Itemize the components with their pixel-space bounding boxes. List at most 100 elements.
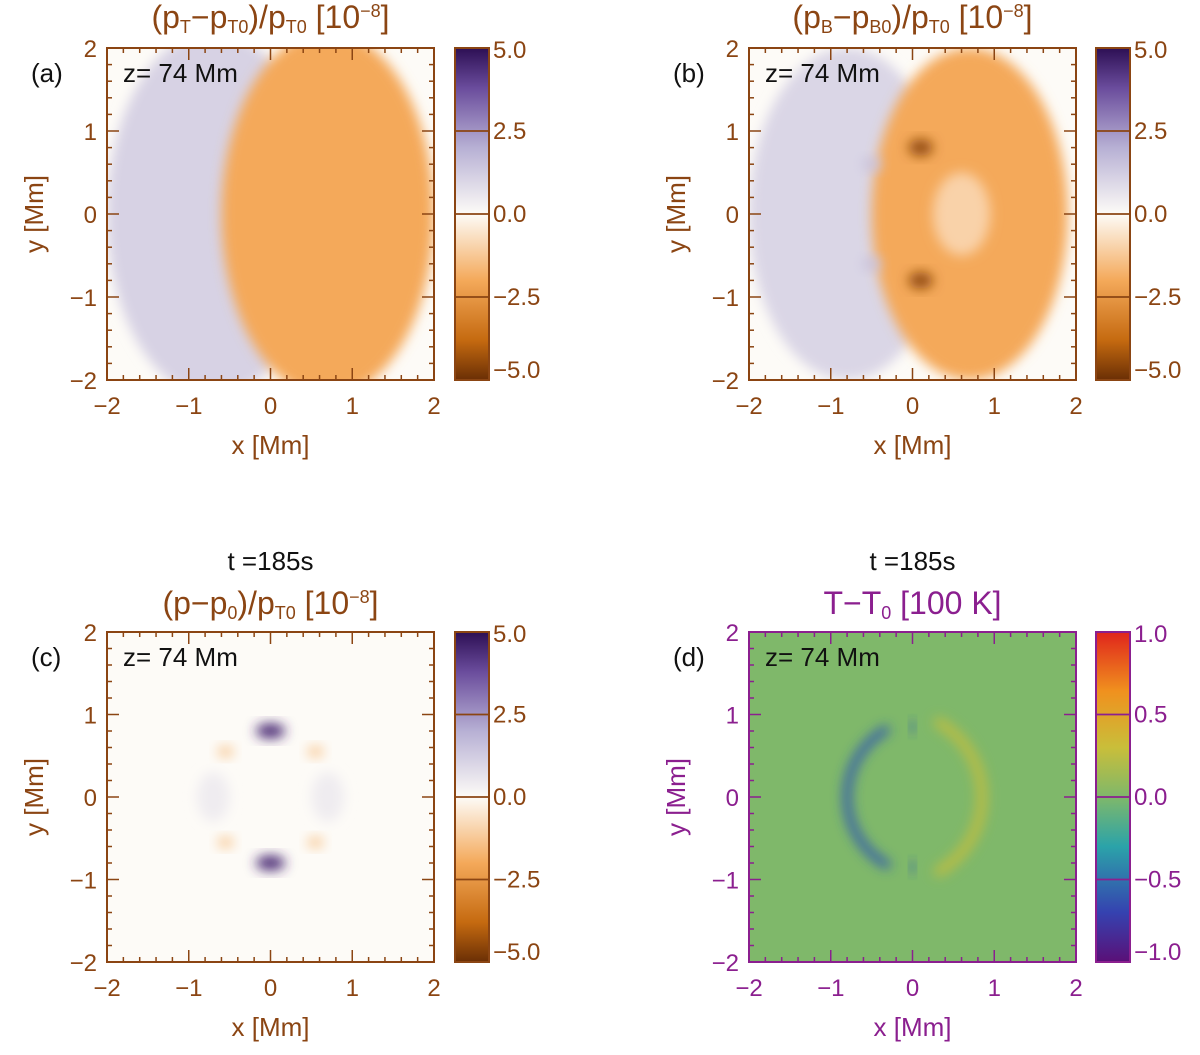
y-tick-label: −2: [712, 950, 739, 977]
y-tick-label: 2: [726, 620, 739, 647]
y-tick-label: 1: [84, 119, 97, 146]
colorbar-tick-label: −5.0: [493, 357, 540, 384]
y-tick-label: 2: [726, 36, 739, 63]
heatmap-feature: [255, 723, 286, 739]
title-segment: )/p: [237, 585, 274, 621]
title-segment: T0: [275, 603, 296, 623]
title-segment: )/p: [248, 0, 285, 35]
title-segment: ]: [370, 585, 379, 621]
panel-title: (pT−pT0)/pT0 [10−8]: [151, 0, 389, 37]
heatmap-feature: [908, 139, 933, 156]
colorbar-tick-label: −2.5: [493, 867, 540, 894]
y-tick-label: −1: [712, 868, 739, 895]
x-tick-label: 2: [427, 975, 440, 1002]
y-tick-label: −2: [70, 950, 97, 977]
colorbar-tick-label: 2.5: [493, 702, 526, 729]
y-tick-label: 2: [84, 620, 97, 647]
colorbar-tick-label: 5.0: [493, 621, 526, 648]
x-tick-label: 1: [988, 975, 1001, 1002]
title-segment: [10: [950, 0, 1003, 35]
y-axis-label: y [Mm]: [661, 758, 691, 836]
panel-title: (p−p0)/pT0 [10−8]: [162, 585, 378, 623]
title-segment: ]: [993, 585, 1002, 621]
colorbar-tick-label: 0.5: [1134, 702, 1167, 729]
y-tick-label: −1: [70, 285, 97, 312]
panel-title: T−T0 [100 K]: [823, 585, 1001, 623]
y-axis-label: y [Mm]: [19, 175, 49, 253]
panel-label: (b): [673, 58, 705, 88]
x-tick-label: −1: [817, 393, 844, 420]
x-tick-label: −1: [175, 393, 202, 420]
title-segment: T0: [929, 17, 950, 37]
y-tick-label: 0: [726, 785, 739, 812]
panel-label: (a): [31, 58, 63, 88]
heatmap-background: [749, 632, 1076, 962]
heatmap-feature: [307, 836, 324, 849]
colorbar-tick-label: −2.5: [493, 284, 540, 311]
depth-annotation: z= 74 Mm: [765, 58, 880, 88]
x-tick-label: −2: [93, 975, 120, 1002]
colorbar-tick-label: −0.5: [1134, 867, 1181, 894]
heatmap-feature: [933, 717, 987, 877]
title-segment: ]: [1024, 0, 1033, 35]
x-axis-label: x [Mm]: [874, 1012, 952, 1042]
colorbar-tick-label: −1.0: [1134, 939, 1181, 966]
y-tick-label: 0: [84, 785, 97, 812]
heatmap-feature: [861, 157, 882, 171]
colorbar-tick-label: 0.0: [1134, 784, 1167, 811]
panel-label: (d): [673, 642, 705, 672]
y-tick-label: 1: [726, 703, 739, 730]
heatmap-feature: [217, 745, 234, 758]
heatmap-feature: [861, 257, 882, 271]
colorbar-tick-label: 5.0: [493, 37, 526, 64]
title-segment: T: [180, 17, 191, 37]
y-tick-label: 1: [84, 703, 97, 730]
y-tick-label: 1: [726, 119, 739, 146]
title-segment: −T: [843, 585, 881, 621]
heatmap-feature: [255, 855, 286, 871]
x-tick-label: −2: [735, 975, 762, 1002]
title-segment: ]: [381, 0, 390, 35]
heatmap-feature: [307, 745, 324, 758]
x-tick-label: 0: [906, 975, 919, 1002]
colorbar-tick-label: 0.0: [493, 784, 526, 811]
title-segment: (p: [162, 585, 190, 621]
x-tick-label: 1: [988, 393, 1001, 420]
colorbar-tick-label: 1.0: [1134, 621, 1167, 648]
x-tick-label: 2: [1069, 975, 1082, 1002]
x-tick-label: 1: [346, 975, 359, 1002]
heatmap-feature: [910, 860, 915, 874]
title-segment: −p: [191, 0, 227, 35]
heatmap-feature: [932, 172, 991, 256]
title-segment: [10: [307, 0, 360, 35]
title-segment: (p: [151, 0, 179, 35]
x-axis-label: x [Mm]: [232, 430, 310, 460]
x-tick-label: −1: [817, 975, 844, 1002]
x-tick-label: 0: [264, 393, 277, 420]
depth-annotation: z= 74 Mm: [123, 58, 238, 88]
x-tick-label: 2: [1069, 393, 1082, 420]
title-segment: 0: [227, 603, 237, 623]
heatmap-feature: [910, 720, 915, 734]
heatmap-field: [107, 632, 434, 962]
panel-title: (pB−pB0)/pT0 [10−8]: [792, 0, 1032, 37]
y-tick-label: 0: [84, 202, 97, 229]
panel-label: (c): [31, 642, 61, 672]
heatmap-feature: [843, 725, 891, 869]
y-axis-label: y [Mm]: [19, 758, 49, 836]
y-tick-label: −1: [70, 868, 97, 895]
title-segment: −8: [1003, 1, 1024, 21]
title-segment: B0: [869, 17, 891, 37]
x-tick-label: −2: [93, 393, 120, 420]
title-segment: 0: [881, 603, 891, 623]
colorbar-tick-label: 0.0: [493, 201, 526, 228]
time-label: t =185s: [869, 546, 955, 576]
time-label: t =185s: [227, 546, 313, 576]
y-tick-label: 2: [84, 36, 97, 63]
x-tick-label: −1: [175, 975, 202, 1002]
title-segment: (p: [792, 0, 820, 35]
title-segment: −p: [833, 0, 869, 35]
colorbar-tick-label: 2.5: [1134, 118, 1167, 145]
title-segment: B: [821, 17, 833, 37]
